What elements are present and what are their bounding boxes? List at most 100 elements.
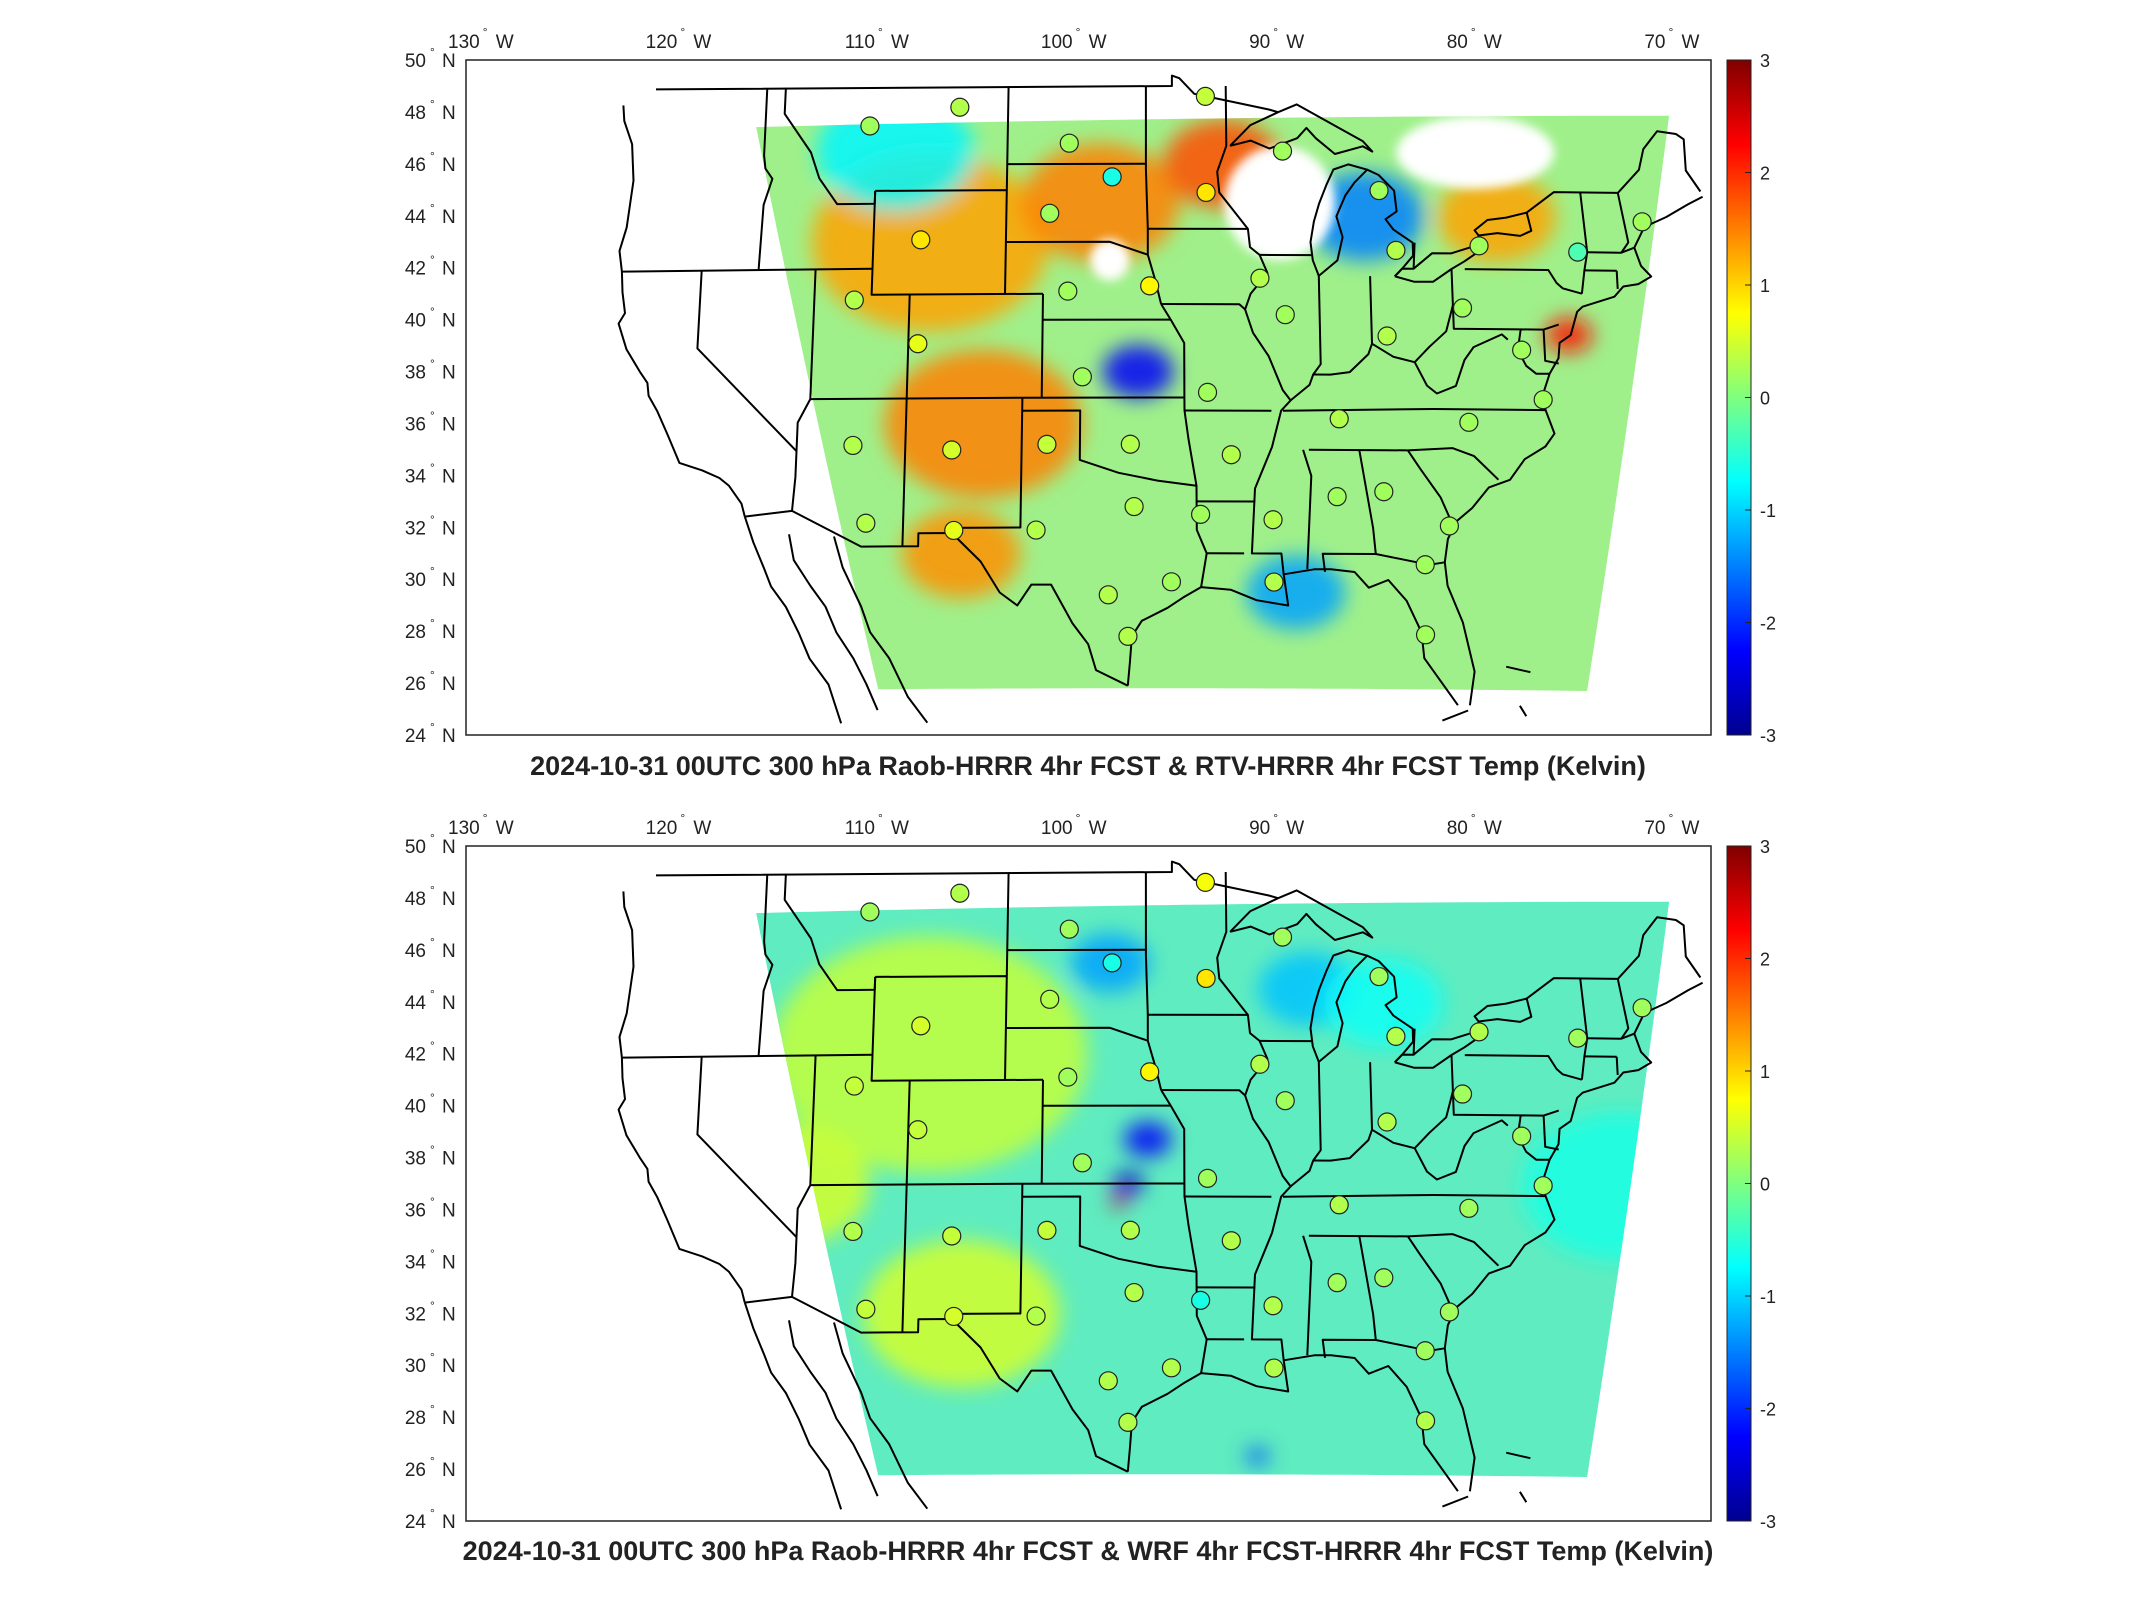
svg-text:°: ° xyxy=(430,149,435,163)
raob-station-marker xyxy=(1037,434,1057,454)
lon-tick-label: 120 ° W xyxy=(646,25,712,53)
raob-station-marker xyxy=(1374,1268,1394,1288)
colorbar: 3 2 1 0 -1 -2 -3 xyxy=(1726,837,1776,1532)
lon-tick-label: 90 ° W xyxy=(1249,25,1304,53)
latitude-labels: 50 ° N48 ° N46 ° N44 ° N42 ° N40 ° N38 ° N36 ° N34 ° N32 ° N… xyxy=(405,831,456,1533)
svg-text:130: 130 xyxy=(448,818,480,839)
raob-station-marker xyxy=(1040,989,1060,1009)
temperature-anomaly xyxy=(1545,317,1593,353)
boundary-line xyxy=(1302,449,1313,570)
boundary-line xyxy=(1022,409,1197,487)
raob-station-marker xyxy=(1250,268,1270,288)
temperature-anomaly xyxy=(1324,958,1443,1048)
temperature-anomaly xyxy=(1109,1195,1128,1209)
raob-station-marker xyxy=(1439,1302,1460,1322)
svg-text:48: 48 xyxy=(405,103,426,124)
raob-station-marker xyxy=(1120,1220,1140,1240)
boundary-line xyxy=(1160,303,1186,398)
raob-station-marker xyxy=(1195,872,1215,892)
raob-station-marker xyxy=(1369,180,1389,201)
boundary-line xyxy=(1308,1233,1500,1267)
svg-text:°: ° xyxy=(430,883,435,897)
svg-text:42: 42 xyxy=(405,259,426,280)
raob-station-marker xyxy=(860,116,880,136)
raob-station-marker xyxy=(1263,510,1283,530)
lon-tick-label: 130 ° W xyxy=(448,811,514,839)
lon-tick-label: 110 ° W xyxy=(845,25,909,53)
boundary-line xyxy=(1313,1062,1373,1162)
colorbar-ticks: 3 2 1 0 -1 -2 -3 xyxy=(1745,51,1776,746)
raob-station-marker xyxy=(1329,1195,1349,1215)
raob-station-marker xyxy=(1072,1153,1092,1173)
boundary-line xyxy=(1160,1089,1186,1184)
svg-text:°: ° xyxy=(1668,811,1673,825)
raob-station-marker xyxy=(1568,242,1588,262)
svg-text:100: 100 xyxy=(1041,32,1073,53)
colorbar-tick-label: 3 xyxy=(1760,837,1770,857)
svg-text:°: ° xyxy=(430,45,435,59)
raob-station-marker xyxy=(1161,572,1182,592)
boundary-line xyxy=(1005,872,1010,977)
lat-tick-label: 28 ° N xyxy=(405,616,456,643)
map-panel-bottom: 130 ° W 120 ° W 110 ° W 100 ° W 90 ° W 80 ° W 70 ° W 50 ° N48 °… xyxy=(405,811,1776,1566)
svg-text:110: 110 xyxy=(845,32,875,53)
boundary-line xyxy=(1321,1235,1377,1359)
raob-station-marker xyxy=(1161,1358,1182,1378)
raob-station-marker xyxy=(1369,966,1389,987)
svg-text:N: N xyxy=(442,993,456,1014)
boundary-line xyxy=(617,891,746,1303)
raob-station-marker xyxy=(1197,1168,1218,1188)
boundary-line xyxy=(1505,665,1531,674)
temperature-anomaly xyxy=(1437,173,1557,262)
svg-text:°: ° xyxy=(430,1402,435,1416)
boundary-line xyxy=(1394,244,1481,283)
raob-station-marker xyxy=(1469,1022,1489,1042)
svg-text:°: ° xyxy=(430,305,435,319)
raob-station-marker xyxy=(1221,1231,1241,1251)
boundary-line xyxy=(1040,1079,1044,1184)
lat-tick-label: 30 ° N xyxy=(405,1350,456,1377)
svg-text:°: ° xyxy=(1471,25,1476,39)
svg-text:N: N xyxy=(442,1149,456,1170)
boundary-line xyxy=(788,534,879,711)
boundary-line xyxy=(810,396,1023,401)
temperature-anomaly xyxy=(1521,1112,1670,1261)
raob-station-marker xyxy=(1459,1198,1479,1218)
raob-station-marker xyxy=(1272,927,1293,947)
state-boundaries xyxy=(617,860,1704,1510)
lat-tick-label: 46 ° N xyxy=(405,149,456,176)
temperature-anomaly xyxy=(884,349,1083,498)
svg-text:38: 38 xyxy=(405,363,426,384)
longitude-labels: 130 ° W 120 ° W 110 ° W 100 ° W 90 ° W 80 ° W 70 ° W xyxy=(448,25,1699,53)
raob-station-marker xyxy=(1102,167,1122,187)
raob-station-marker xyxy=(1533,390,1553,410)
missing-data-patch xyxy=(1396,116,1555,189)
svg-text:N: N xyxy=(442,1097,456,1118)
raob-station-marker xyxy=(1452,298,1473,318)
raob-station-marker xyxy=(1118,1412,1138,1432)
colorbar-tick-label: -2 xyxy=(1760,1400,1776,1420)
svg-text:N: N xyxy=(442,103,456,124)
svg-text:28: 28 xyxy=(405,622,426,643)
svg-text:W: W xyxy=(496,818,514,839)
raob-station-marker xyxy=(1197,382,1218,402)
lon-tick-label: 100 ° W xyxy=(1041,811,1107,839)
boundary-line xyxy=(1371,1119,1509,1181)
raob-station-marker xyxy=(843,435,863,456)
colorbar-tick-label: -1 xyxy=(1760,1287,1776,1307)
svg-text:N: N xyxy=(442,726,456,747)
boundary-line xyxy=(1282,1194,1546,1198)
lat-tick-label: 36 ° N xyxy=(405,1194,456,1221)
lat-tick-label: 26 ° N xyxy=(405,668,456,695)
raob-station-marker xyxy=(1386,240,1406,260)
boundary-line xyxy=(1321,449,1377,573)
latitude-labels: 50 ° N48 ° N46 ° N44 ° N42 ° N40 ° N38 ° N36 ° N34 ° N32 ° N… xyxy=(405,45,456,747)
svg-text:°: ° xyxy=(680,25,685,39)
boundary-line xyxy=(1615,1056,1619,1076)
boundary-line xyxy=(1464,268,1583,295)
raob-station-marker xyxy=(1026,1306,1046,1326)
svg-text:N: N xyxy=(442,941,456,962)
raob-station-marker xyxy=(1040,203,1060,223)
svg-text:N: N xyxy=(442,1356,456,1377)
svg-text:N: N xyxy=(442,570,456,591)
